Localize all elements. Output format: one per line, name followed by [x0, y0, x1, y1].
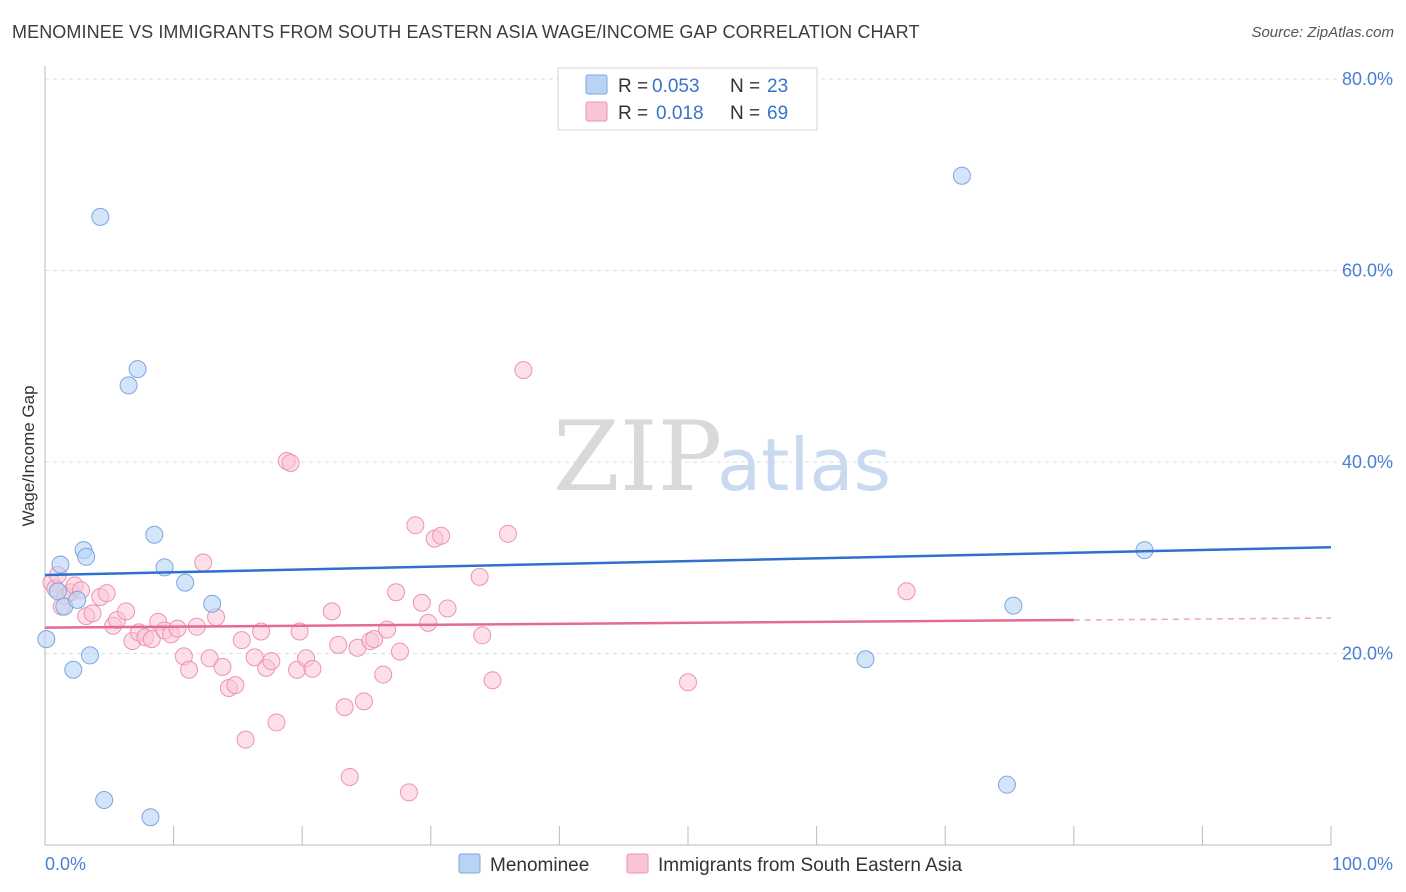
pink-point — [232, 631, 251, 650]
blue-point — [119, 376, 138, 395]
pink-point — [419, 613, 438, 632]
blue-point — [856, 650, 875, 669]
pink-point — [390, 642, 409, 661]
watermark-atlas: atlas — [717, 423, 891, 507]
pink-point — [412, 593, 431, 612]
bottom-legend-swatch-pink — [626, 853, 649, 874]
blue-point — [64, 660, 83, 679]
pink-point — [897, 582, 916, 601]
pink-point — [335, 698, 354, 717]
y-tick-label: 20.0% — [1342, 644, 1393, 664]
bottom-legend-label-blue: Menominee — [490, 855, 589, 876]
pink-point — [387, 583, 406, 602]
pink-point — [329, 635, 348, 654]
pink-trend-extension — [1073, 617, 1332, 621]
blue-point — [81, 646, 100, 665]
y-axis-title: Wage/Income Gap — [19, 385, 38, 526]
pink-point — [399, 783, 418, 802]
pink-point — [322, 602, 341, 621]
y-tick-label: 60.0% — [1342, 261, 1393, 281]
pink-point — [679, 673, 697, 692]
pink-point — [180, 660, 199, 679]
pink-point — [168, 619, 187, 638]
blue-point — [95, 790, 114, 809]
x-tick-label: 0.0% — [45, 854, 86, 874]
pink-point — [267, 713, 286, 732]
blue-point — [91, 207, 110, 226]
pink-point — [365, 630, 384, 649]
pink-trend-line — [44, 618, 1074, 629]
blue-point — [37, 630, 56, 649]
blue-point — [68, 590, 87, 609]
pink-point — [470, 567, 489, 586]
pink-point — [142, 630, 161, 649]
blue-point — [128, 360, 147, 379]
blue-trend-line — [44, 545, 1332, 577]
pink-point — [245, 648, 264, 667]
y-tick-labels: 20.0% 40.0% 60.0% 80.0% — [1342, 69, 1393, 664]
chart-title: MENOMINEE VS IMMIGRANTS FROM SOUTH EASTE… — [12, 22, 920, 42]
trend-lines — [44, 545, 1332, 629]
pink-point — [213, 657, 232, 676]
blue-point — [141, 808, 160, 827]
pink-point — [97, 584, 116, 603]
legend-swatch-pink — [585, 101, 608, 122]
pink-point — [406, 516, 425, 535]
pink-point — [281, 453, 300, 472]
blue-point — [176, 573, 195, 592]
legend-r-label: R = — [618, 76, 648, 97]
blue-point — [48, 582, 67, 601]
blue-point — [203, 594, 222, 613]
legend-n-label: N = — [730, 76, 760, 97]
pink-point — [483, 671, 502, 690]
pink-point — [200, 649, 219, 668]
pink-point — [236, 730, 255, 749]
pink-point — [340, 768, 359, 787]
pink-point — [290, 622, 309, 641]
legend-r-value: 0.053 — [652, 76, 700, 97]
legend-r-label: R = — [618, 103, 648, 124]
pink-point — [262, 652, 281, 671]
y-tick-label: 40.0% — [1342, 452, 1393, 472]
grid-lines — [45, 78, 1393, 654]
blue-point — [77, 547, 96, 566]
legend-n-label: N = — [730, 103, 760, 124]
blue-point — [51, 555, 70, 574]
x-tick-labels: 0.0% 100.0% — [45, 854, 1393, 874]
pink-point — [378, 620, 397, 639]
legend-n-value: 69 — [767, 103, 788, 124]
pink-point — [432, 526, 451, 545]
x-tick-label: 100.0% — [1332, 854, 1393, 874]
bottom-legend-label-pink: Immigrants from South Eastern Asia — [658, 855, 963, 876]
pink-point — [303, 659, 322, 678]
legend-n-value: 23 — [767, 76, 788, 97]
pink-point — [438, 599, 457, 618]
pink-point — [226, 676, 245, 695]
legend-box: R = 0.053 N = 23 R = 0.018 N = 69 — [557, 67, 818, 131]
pink-point — [498, 524, 517, 543]
pink-point — [374, 665, 393, 684]
pink-point — [514, 361, 533, 380]
bottom-legend-swatch-blue — [458, 853, 481, 874]
axes — [44, 66, 1332, 846]
blue-point — [145, 525, 164, 544]
watermark-zip: ZIP — [553, 401, 722, 513]
blue-point — [997, 775, 1016, 794]
pink-series-points — [42, 361, 916, 802]
legend-r-value: 0.018 — [656, 103, 704, 124]
blue-point — [952, 166, 971, 185]
blue-point — [1004, 596, 1023, 615]
legend-swatch-blue — [585, 74, 608, 95]
pink-point — [117, 602, 136, 621]
pink-point — [83, 604, 102, 623]
pink-point — [354, 692, 373, 711]
y-tick-label: 80.0% — [1342, 69, 1393, 89]
pink-point — [473, 626, 492, 645]
bottom-legend: Menominee Immigrants from South Eastern … — [458, 853, 963, 876]
pink-point — [194, 553, 213, 572]
source-credit: Source: ZipAtlas.com — [1251, 24, 1394, 41]
